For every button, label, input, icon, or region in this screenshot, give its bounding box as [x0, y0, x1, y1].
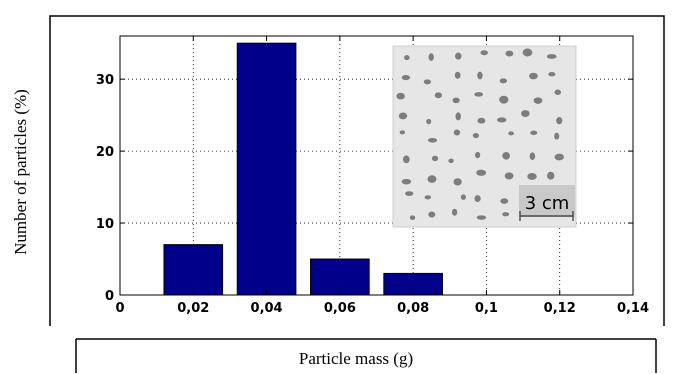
particle [547, 171, 555, 180]
particle [427, 138, 438, 143]
particle [522, 48, 533, 57]
particle [455, 52, 462, 60]
particle [505, 50, 514, 57]
scale-label: 3 cm [525, 193, 570, 214]
particle [426, 118, 432, 125]
x-tick-label: 0,02 [177, 301, 209, 316]
particle [398, 112, 408, 120]
particle [497, 117, 507, 123]
x-axis-label: Particle mass (g) [299, 349, 413, 368]
particle [427, 175, 437, 183]
particle [475, 151, 481, 159]
x-tick-label: 0,14 [617, 301, 649, 316]
particle [405, 191, 414, 196]
particle [428, 211, 436, 218]
particle [508, 131, 514, 136]
scale-label-box [519, 185, 575, 217]
particle [548, 72, 556, 77]
particle [401, 178, 412, 185]
particle [428, 53, 434, 61]
particle [453, 178, 462, 186]
particle-dots [396, 48, 565, 221]
particle [424, 195, 432, 200]
particle [500, 198, 509, 204]
x-tick-label: 0,08 [397, 301, 429, 316]
particle [454, 71, 461, 79]
particle [529, 72, 538, 80]
particle [448, 158, 454, 163]
particle [409, 215, 416, 221]
particle [502, 151, 511, 160]
x-tick-label: 0,1 [475, 301, 498, 316]
particle [499, 95, 509, 104]
axes-box [119, 35, 634, 296]
particle [399, 130, 406, 135]
y-axis-label: Number of particles (%) [11, 89, 30, 255]
particle [476, 169, 487, 176]
particle [401, 74, 411, 81]
y-tick-label: 0 [105, 289, 114, 304]
inset-photo: 3 cm [392, 45, 577, 228]
particle [396, 92, 405, 100]
particle [452, 97, 460, 104]
particle [474, 92, 484, 97]
x-tick-label: 0,06 [324, 301, 356, 316]
x-tick-label: 0,04 [251, 301, 283, 316]
particle [455, 112, 461, 121]
grid [120, 36, 633, 295]
particle [527, 172, 537, 180]
ticks: 0 0,02 0,04 0,06 0,08 0,1 0,12 0,14 0 10 20 30 [96, 36, 649, 316]
y-tick-label: 20 [96, 145, 114, 160]
particle [554, 89, 562, 95]
particle [434, 92, 442, 99]
particle [499, 78, 508, 84]
particle [546, 54, 557, 59]
particle [502, 212, 510, 217]
particle [521, 110, 530, 117]
y-tick-label: 30 [96, 73, 114, 88]
particle [529, 152, 536, 161]
particle [554, 153, 565, 161]
particle [460, 194, 467, 200]
particle [453, 129, 461, 136]
particle [402, 155, 410, 164]
particle [472, 132, 479, 139]
particle [556, 117, 563, 125]
particle [533, 97, 543, 104]
particle [504, 172, 514, 180]
x-tick-label: 0 [115, 301, 124, 316]
figure-frame [49, 15, 665, 373]
y-tick-label: 10 [96, 217, 114, 232]
particle [530, 130, 538, 136]
particle [476, 215, 487, 220]
particle [554, 132, 560, 140]
bar [163, 244, 224, 296]
scale-bar [519, 211, 574, 221]
particle [474, 195, 481, 203]
particle [431, 155, 439, 162]
particle [451, 208, 458, 216]
bar [236, 42, 297, 296]
bar [310, 258, 370, 296]
x-tick-label: 0,12 [544, 301, 576, 316]
bars [163, 42, 443, 296]
particle [480, 50, 488, 56]
particle [477, 71, 483, 80]
particle [477, 117, 486, 124]
particle [423, 79, 431, 85]
particle [404, 55, 410, 61]
